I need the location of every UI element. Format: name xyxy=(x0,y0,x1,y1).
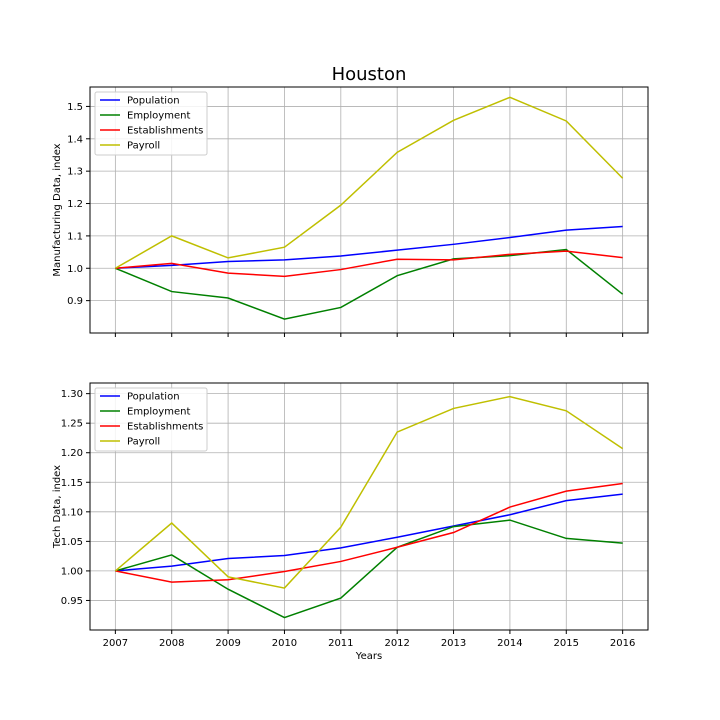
series-line-establishments xyxy=(115,250,623,278)
y-tick-label: 1.30 xyxy=(61,389,83,400)
y-tick-label: 1.1 xyxy=(67,231,83,242)
x-tick-label: 2015 xyxy=(554,638,579,649)
y-tick-label: 1.15 xyxy=(61,478,83,489)
x-tick-label: 2016 xyxy=(610,638,635,649)
x-tick-label: 2013 xyxy=(441,638,466,649)
y-tick-label: 1.10 xyxy=(61,507,83,518)
legend-label: Establishments xyxy=(127,126,203,137)
series-line-population xyxy=(115,225,623,270)
legend-label: Payroll xyxy=(127,437,160,448)
legend-label: Employment xyxy=(127,111,190,122)
legend-box xyxy=(94,387,208,452)
y-tick-label: 1.2 xyxy=(67,199,83,210)
legend-label: Population xyxy=(127,392,180,403)
axes-frame xyxy=(89,86,649,334)
legend-label: Employment xyxy=(127,407,190,418)
y-tick-label: 1.0 xyxy=(67,264,83,275)
legend-box xyxy=(94,91,208,156)
axes-frame xyxy=(89,382,649,631)
series-line-establishments xyxy=(115,482,623,583)
series-line-payroll xyxy=(114,96,624,269)
series-line-population xyxy=(115,493,623,572)
manufacturing-chart: 0.9 1.0 1.1 1.2 1.3 1.4 1.5 Manufacturing Data,… xyxy=(52,86,649,337)
figure-title: Houston xyxy=(332,64,407,85)
series-line-payroll xyxy=(114,395,624,589)
legend-label: Population xyxy=(127,96,180,107)
series-line-employment xyxy=(115,519,623,619)
y-axis-label: Tech Data, index xyxy=(52,465,63,549)
x-tick-label: 2007 xyxy=(103,638,128,649)
y-tick-label: 0.9 xyxy=(67,296,83,307)
x-tick-label: 2012 xyxy=(384,638,409,649)
legend-label: Establishments xyxy=(127,422,203,433)
y-tick-label: 1.25 xyxy=(61,419,83,430)
x-tick-label: 2014 xyxy=(497,638,522,649)
tech-chart: 0.95 1.00 1.05 1.10 1.15 1.20 1.25 1.30 2007 2008… xyxy=(52,382,649,662)
x-tick-label: 2008 xyxy=(159,638,184,649)
x-tick-label: 2009 xyxy=(215,638,240,649)
y-axis-label: Manufacturing Data, index xyxy=(52,143,63,276)
x-tick-label: 2010 xyxy=(272,638,297,649)
y-tick-label: 1.3 xyxy=(67,167,83,178)
x-tick-label: 2011 xyxy=(328,638,353,649)
y-tick-label: 1.4 xyxy=(67,134,83,145)
y-tick-label: 1.00 xyxy=(61,566,83,577)
y-tick-label: 1.5 xyxy=(67,102,83,113)
y-tick-label: 1.20 xyxy=(61,448,83,459)
legend-label: Payroll xyxy=(127,141,160,152)
y-tick-label: 0.95 xyxy=(61,596,83,607)
y-tick-label: 1.05 xyxy=(61,537,83,548)
x-axis-label: Years xyxy=(355,651,382,662)
